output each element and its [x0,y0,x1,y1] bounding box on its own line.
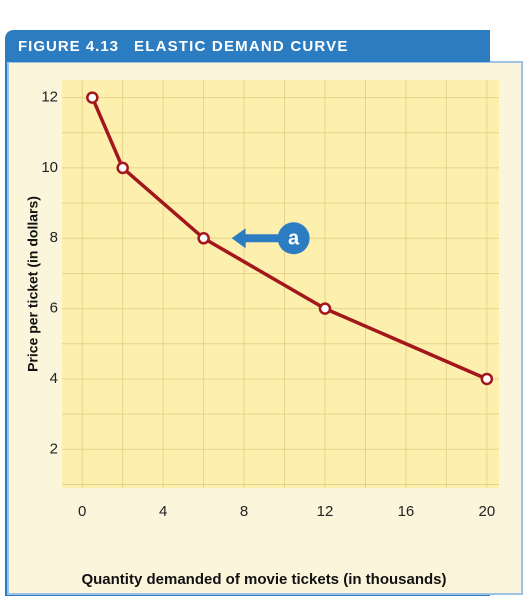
x-tick-label: 20 [479,503,496,520]
x-tick-label: 4 [159,503,167,520]
y-tick-label: 8 [50,229,58,246]
x-axis-label: Quantity demanded of movie tickets (in t… [81,571,446,588]
data-point [480,372,494,386]
y-tick-label: 12 [41,89,58,106]
annotation-label: a [288,228,300,250]
y-tick-label: 2 [50,440,58,457]
annotation-badge [277,222,310,255]
grid [62,80,499,488]
y-tick-label: 6 [50,300,58,317]
chart-title: ELASTIC DEMAND CURVE [134,38,349,55]
x-tick-label: 12 [317,503,334,520]
x-tick-label: 8 [240,503,248,520]
data-point [318,302,332,315]
data-point [116,161,129,175]
y-tick-label: 4 [50,370,58,387]
x-tick-label: 0 [78,503,86,520]
data-point [197,232,210,245]
y-tick-label: 10 [41,159,58,176]
title-banner [5,30,490,62]
figure-label: FIGURE 4.13 [18,38,119,55]
y-axis-label: Price per ticket (in dollars) [25,196,41,372]
annotation-arrow [231,228,286,249]
x-tick-label: 16 [398,503,415,520]
marks: a [86,91,494,386]
data-point [86,91,99,104]
